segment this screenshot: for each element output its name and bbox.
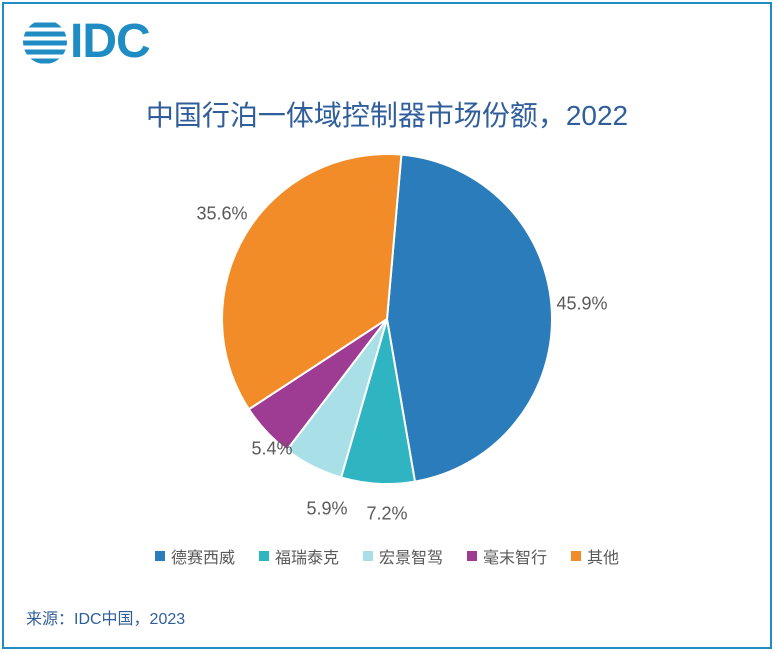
legend-label: 毫末智行 <box>483 544 547 568</box>
legend-swatch <box>259 551 269 561</box>
legend-label: 宏景智驾 <box>379 544 443 568</box>
legend-swatch <box>155 551 165 561</box>
chart-card: IDC 中国行泊一体域控制器市场份额，2022 45.9% 7.2% 5.9% 5.4… <box>2 2 772 649</box>
legend-swatch <box>467 551 477 561</box>
legend-item: 毫末智行 <box>467 544 547 568</box>
legend-label: 福瑞泰克 <box>275 544 339 568</box>
slice-label: 35.6% <box>196 204 247 225</box>
idc-logo-text: IDC <box>70 14 150 69</box>
legend-swatch <box>571 551 581 561</box>
legend-item: 德赛西威 <box>155 544 235 568</box>
legend-label: 德赛西威 <box>171 544 235 568</box>
pie-chart: 45.9% 7.2% 5.9% 5.4% 35.6% <box>4 144 770 524</box>
legend-item: 其他 <box>571 544 619 568</box>
slice-label: 7.2% <box>366 504 407 525</box>
legend-label: 其他 <box>587 544 619 568</box>
legend: 德赛西威 福瑞泰克 宏景智驾 毫末智行 其他 <box>4 544 770 568</box>
legend-item: 宏景智驾 <box>363 544 443 568</box>
pie-slice <box>387 155 552 482</box>
legend-item: 福瑞泰克 <box>259 544 339 568</box>
legend-swatch <box>363 551 373 561</box>
source-text: 来源：IDC中国，2023 <box>26 605 185 629</box>
idc-logo: IDC <box>22 14 150 69</box>
slice-label: 45.9% <box>556 294 607 315</box>
slice-label: 5.4% <box>251 439 292 460</box>
chart-title: 中国行泊一体域控制器市场份额，2022 <box>4 94 770 134</box>
idc-globe-icon <box>22 19 68 65</box>
slice-label: 5.9% <box>306 499 347 520</box>
